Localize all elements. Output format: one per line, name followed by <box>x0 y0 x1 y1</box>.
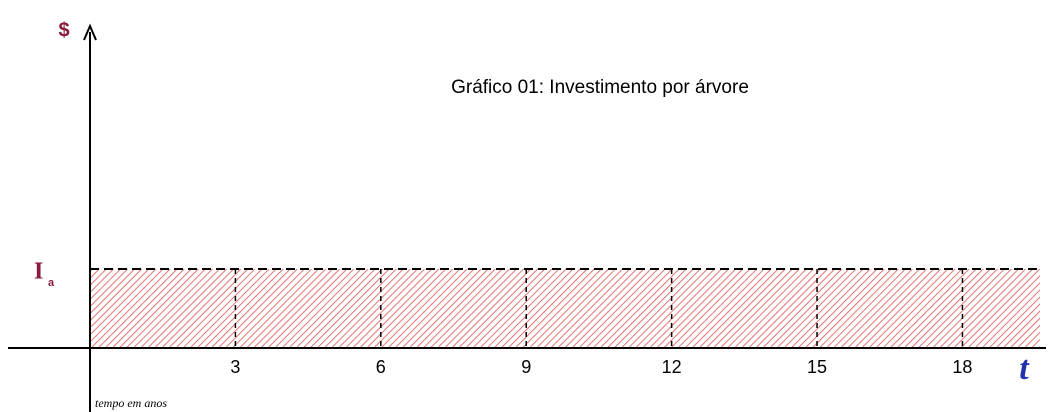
x-tick-label: 6 <box>376 357 386 377</box>
level-subscript: a <box>48 277 55 289</box>
x-tick-label: 9 <box>521 357 531 377</box>
hatched-area <box>90 269 1040 348</box>
plot-area <box>90 268 1040 348</box>
chart-title: Gráfico 01: Investimento por árvore <box>451 77 749 98</box>
x-label: t <box>1019 350 1030 387</box>
x-caption: tempo em anos <box>95 396 167 410</box>
x-tick-label: 18 <box>952 357 972 377</box>
x-tick-label: 3 <box>230 357 240 377</box>
x-tick-label: 12 <box>662 357 682 377</box>
level-label: I <box>34 259 43 285</box>
y-label: $ <box>58 19 69 41</box>
x-tick-label: 15 <box>807 357 827 377</box>
y-axis-arrow <box>83 23 97 41</box>
